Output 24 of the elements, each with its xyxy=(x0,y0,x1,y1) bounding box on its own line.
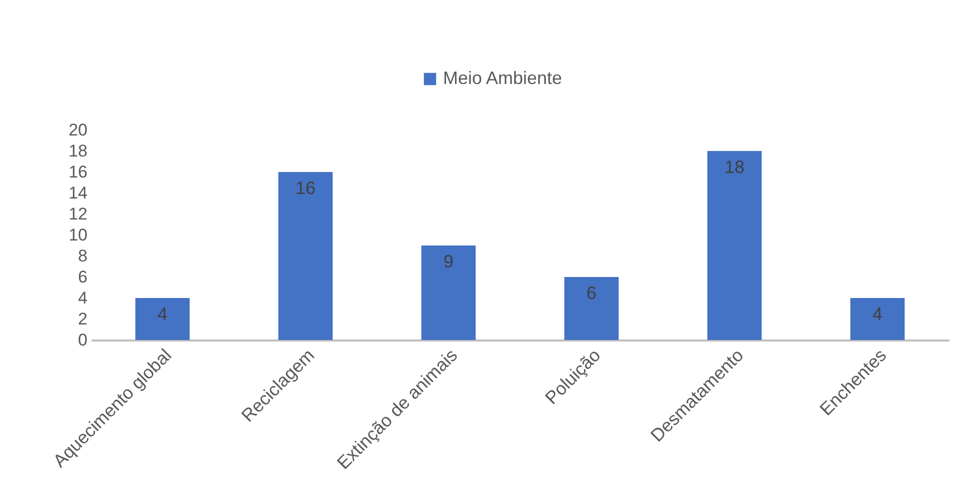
y-tick-label: 10 xyxy=(68,226,88,244)
bar xyxy=(850,298,905,340)
data-label: 4 xyxy=(872,304,883,324)
bar xyxy=(135,298,190,340)
bar xyxy=(564,277,619,340)
y-tick-label: 14 xyxy=(68,184,88,202)
y-tick-label: 20 xyxy=(68,120,88,140)
y-tick-label: 16 xyxy=(68,162,88,182)
data-label: 16 xyxy=(295,178,316,198)
y-tick-label: 18 xyxy=(68,142,88,160)
legend-label: Meio Ambiente xyxy=(443,68,562,88)
y-tick-label: 6 xyxy=(78,268,88,286)
data-label: 6 xyxy=(586,283,597,303)
y-tick-label: 8 xyxy=(78,246,88,266)
y-tick-label: 0 xyxy=(78,330,88,350)
bar xyxy=(707,151,762,340)
y-tick-label: 4 xyxy=(78,288,88,308)
bar xyxy=(421,246,476,340)
y-tick-label: 12 xyxy=(68,204,88,224)
y-tick-label: 2 xyxy=(78,310,88,328)
bar xyxy=(278,172,333,340)
data-label: 18 xyxy=(724,157,745,177)
data-label: 9 xyxy=(443,252,454,272)
data-label: 4 xyxy=(157,304,168,324)
